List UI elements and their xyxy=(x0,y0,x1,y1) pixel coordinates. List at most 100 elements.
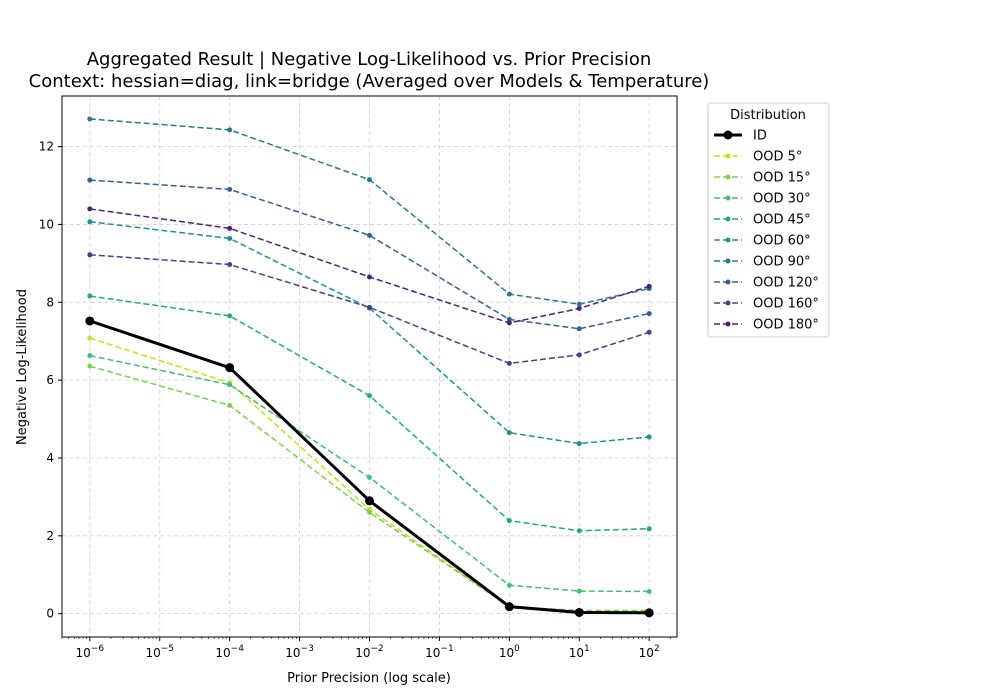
data-point xyxy=(87,116,93,122)
series-ood-90- xyxy=(87,116,652,307)
series-line xyxy=(89,179,650,330)
grid-lines xyxy=(62,96,677,637)
data-point xyxy=(87,293,93,299)
y-tick-label: 12 xyxy=(39,140,54,154)
data-point xyxy=(576,441,582,447)
y-tick-label: 4 xyxy=(46,451,54,465)
legend-label: OOD 90° xyxy=(753,255,811,270)
x-tick-exponent: −2 xyxy=(371,644,384,654)
data-point xyxy=(227,186,233,192)
legend: Distribution ID OOD 5° OOD 15° OOD 30° OOD 4… xyxy=(707,102,830,338)
x-tick-base: 10 xyxy=(569,646,584,660)
x-tick-base: 10 xyxy=(355,646,370,660)
legend-marker xyxy=(725,174,731,180)
legend-item: OOD 90° xyxy=(714,255,811,270)
data-point xyxy=(227,127,233,133)
series-line xyxy=(89,208,650,324)
data-point xyxy=(646,283,652,289)
legend-marker xyxy=(725,300,731,306)
data-point xyxy=(85,316,95,326)
data-point xyxy=(574,607,584,617)
x-tick-exponent: −6 xyxy=(91,644,105,654)
data-point xyxy=(227,313,233,319)
legend-label: OOD 15° xyxy=(753,171,811,186)
data-point xyxy=(367,509,372,515)
series-ood-45- xyxy=(87,293,652,534)
series-line xyxy=(89,319,650,615)
legend-box xyxy=(707,102,830,338)
x-tick-base: 10 xyxy=(145,646,160,660)
x-axis-label: Prior Precision (log scale) xyxy=(287,671,451,686)
legend-label: OOD 120° xyxy=(753,276,819,291)
x-tick-base: 10 xyxy=(639,646,654,660)
data-point xyxy=(87,353,93,359)
data-point xyxy=(646,434,652,440)
data-point xyxy=(644,608,654,618)
x-tick-exponent: 1 xyxy=(584,644,590,654)
data-point xyxy=(87,335,93,341)
y-tick-label: 2 xyxy=(46,529,54,543)
data-point xyxy=(576,588,582,594)
x-tick-label: 10−4 xyxy=(215,644,244,660)
data-point xyxy=(227,225,233,231)
data-point xyxy=(227,382,233,388)
series-ood-30- xyxy=(87,353,652,594)
data-point xyxy=(506,430,512,436)
x-tick-exponent: −4 xyxy=(231,644,245,654)
series-line xyxy=(89,118,650,305)
legend-items: ID OOD 5° OOD 15° OOD 30° OOD 45° OOD 60° OOD … xyxy=(714,129,819,333)
x-tick-exponent: −5 xyxy=(161,644,174,654)
legend-label: OOD 30° xyxy=(753,192,811,207)
legend-marker xyxy=(725,258,731,264)
data-point xyxy=(506,320,512,326)
y-axis-label: Negative Log-Likelihood xyxy=(15,289,30,445)
x-tick-base: 10 xyxy=(76,646,91,660)
data-point xyxy=(576,301,582,307)
y-tick-label: 10 xyxy=(39,217,54,231)
x-tick-label: 101 xyxy=(569,644,590,660)
x-tick-exponent: 0 xyxy=(514,644,520,654)
data-point xyxy=(227,262,233,268)
x-tick-base: 10 xyxy=(285,646,300,660)
y-axis-ticks: 0 2 4 6 8 10 12 xyxy=(39,140,62,621)
data-point xyxy=(576,528,582,534)
series-line xyxy=(89,295,650,532)
data-point xyxy=(87,252,93,258)
x-tick-label: 102 xyxy=(639,644,660,660)
data-point xyxy=(646,588,652,594)
data-point xyxy=(87,177,93,183)
x-tick-base: 10 xyxy=(499,646,514,660)
x-tick-label: 10−6 xyxy=(76,644,105,660)
series-layer xyxy=(85,116,654,618)
data-point xyxy=(225,363,235,373)
plot-frame xyxy=(61,95,678,638)
legend-marker xyxy=(725,321,731,327)
legend-marker xyxy=(723,130,733,140)
y-tick-label: 6 xyxy=(46,373,54,387)
x-tick-exponent: −1 xyxy=(440,644,453,654)
data-point xyxy=(646,311,652,317)
chart-title: Aggregated Result | Negative Log-Likelih… xyxy=(29,49,710,92)
legend-item: OOD 30° xyxy=(714,192,811,207)
x-tick-exponent: −3 xyxy=(301,644,314,654)
data-point xyxy=(365,496,374,506)
series-line xyxy=(89,354,650,593)
legend-marker xyxy=(725,237,731,243)
chart-subtitle: Context: hessian=diag, link=bridge (Aver… xyxy=(29,71,710,92)
data-point xyxy=(367,177,372,183)
data-point xyxy=(367,393,372,399)
legend-item: ID xyxy=(714,129,767,144)
data-point xyxy=(87,363,93,369)
legend-marker xyxy=(725,153,731,159)
data-point xyxy=(504,602,514,612)
data-point xyxy=(506,316,512,322)
legend-marker xyxy=(725,216,731,222)
data-point xyxy=(227,402,233,408)
x-tick-base: 10 xyxy=(425,646,440,660)
legend-item: OOD 120° xyxy=(714,276,819,291)
series-line xyxy=(89,365,650,612)
legend-title: Distribution xyxy=(730,108,806,123)
data-point xyxy=(576,326,582,332)
series-line xyxy=(89,220,650,445)
x-tick-base: 10 xyxy=(215,646,230,660)
